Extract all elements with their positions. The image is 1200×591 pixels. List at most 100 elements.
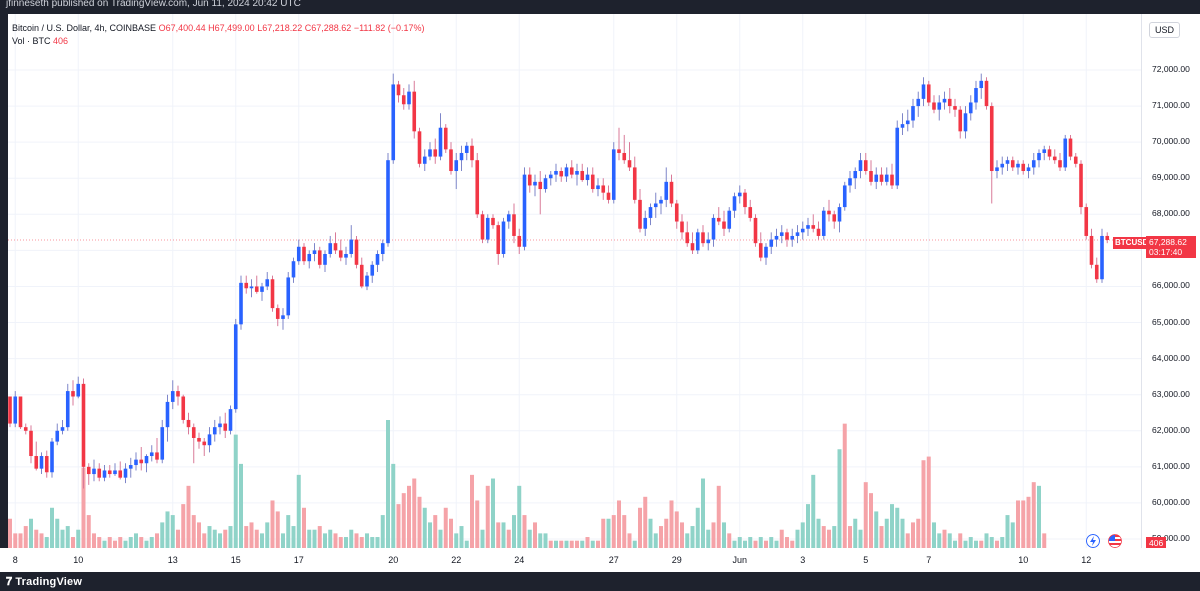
candle	[312, 243, 317, 262]
volume-bar	[680, 522, 684, 548]
candle	[1058, 152, 1062, 172]
legend-change: −111.82 (−0.17%)	[353, 23, 425, 33]
candle-body	[176, 391, 180, 397]
candle-body	[790, 235, 795, 240]
candle-body	[512, 214, 516, 236]
y-tick-label: 69,000.00	[1152, 172, 1190, 183]
volume-bar	[212, 529, 217, 548]
candle	[323, 250, 327, 273]
candle-body	[905, 120, 910, 125]
candle-body	[937, 102, 942, 110]
candle-body	[575, 171, 579, 175]
volume-bar	[50, 507, 54, 548]
candle-body	[963, 113, 968, 132]
volume-bar	[338, 537, 343, 548]
candle-body	[428, 149, 432, 157]
volume-bar	[401, 493, 406, 548]
candle-body	[785, 232, 789, 240]
candle	[585, 167, 590, 186]
candle	[160, 419, 165, 464]
candle	[396, 80, 401, 103]
volume-bar	[564, 540, 569, 548]
candle	[50, 437, 54, 478]
candle	[769, 232, 774, 254]
candle-body	[664, 181, 669, 200]
candle	[123, 463, 128, 484]
volume-bar	[832, 526, 837, 548]
candle-body	[548, 174, 553, 179]
candle-body	[239, 282, 243, 325]
candle	[811, 214, 816, 233]
volume-bar	[354, 533, 359, 548]
candle	[1010, 156, 1015, 172]
volume-bar	[317, 526, 322, 548]
candle-body	[286, 277, 291, 316]
volume-bar	[627, 533, 632, 548]
candle	[333, 232, 338, 254]
candle	[186, 412, 191, 435]
candle	[674, 199, 679, 229]
candle-body	[674, 203, 679, 222]
candle	[443, 124, 448, 153]
legend-low: L67,218.22	[257, 23, 303, 33]
volume-bar	[806, 504, 810, 548]
candle-body	[65, 391, 70, 428]
grid-lines	[8, 14, 1141, 548]
candle	[296, 239, 301, 265]
currency-button[interactable]: USD	[1149, 22, 1181, 38]
candle-body	[323, 253, 327, 265]
candle	[832, 210, 837, 229]
volume-bar	[890, 504, 894, 548]
candle	[233, 318, 238, 413]
volume-bar	[575, 540, 579, 548]
candle	[995, 160, 999, 179]
volume-bar	[900, 518, 905, 548]
candle	[1005, 156, 1010, 172]
volume-bar	[281, 533, 285, 548]
candle-body	[18, 396, 23, 428]
candle-body	[291, 261, 296, 278]
candle-body	[895, 127, 900, 186]
candle-body	[821, 210, 826, 236]
candle-body	[533, 181, 537, 186]
volume-bar	[443, 507, 448, 548]
candle	[480, 210, 485, 244]
volume-bar	[674, 511, 679, 548]
volume-bar	[785, 537, 789, 548]
volume-bar	[911, 522, 915, 548]
candle-body	[433, 149, 438, 157]
candle	[575, 163, 579, 186]
candle-body	[564, 167, 569, 177]
candle	[1063, 134, 1068, 172]
chart-plot-area[interactable]	[8, 14, 1141, 548]
usa-flag-icon[interactable]	[1108, 534, 1122, 548]
candle-body	[8, 396, 12, 424]
volume-bar	[312, 529, 317, 548]
x-tick-label: 29	[671, 555, 682, 565]
candle	[506, 210, 511, 229]
candle-body	[632, 167, 637, 200]
volume-bar	[811, 474, 816, 548]
candle	[228, 405, 233, 435]
volume-bar	[81, 467, 86, 548]
candle-body	[1010, 160, 1015, 168]
candle	[606, 185, 611, 204]
candle-body	[386, 160, 390, 244]
candle	[884, 167, 889, 186]
candle	[401, 88, 406, 110]
candle	[359, 257, 364, 289]
tradingview-brand[interactable]: 𝟕 TradingView	[6, 576, 82, 589]
volume-bar	[842, 423, 847, 548]
candle-body	[501, 221, 506, 254]
candle-body	[302, 246, 306, 262]
candle-body	[753, 217, 758, 244]
lightning-icon[interactable]	[1086, 534, 1100, 548]
candle	[1084, 203, 1089, 240]
candle-body	[874, 174, 879, 182]
candle	[564, 163, 569, 182]
candle-body	[911, 106, 915, 121]
candle-body	[580, 171, 585, 181]
price-scale[interactable]	[1141, 14, 1200, 548]
candle	[380, 239, 385, 262]
candle	[212, 419, 217, 442]
